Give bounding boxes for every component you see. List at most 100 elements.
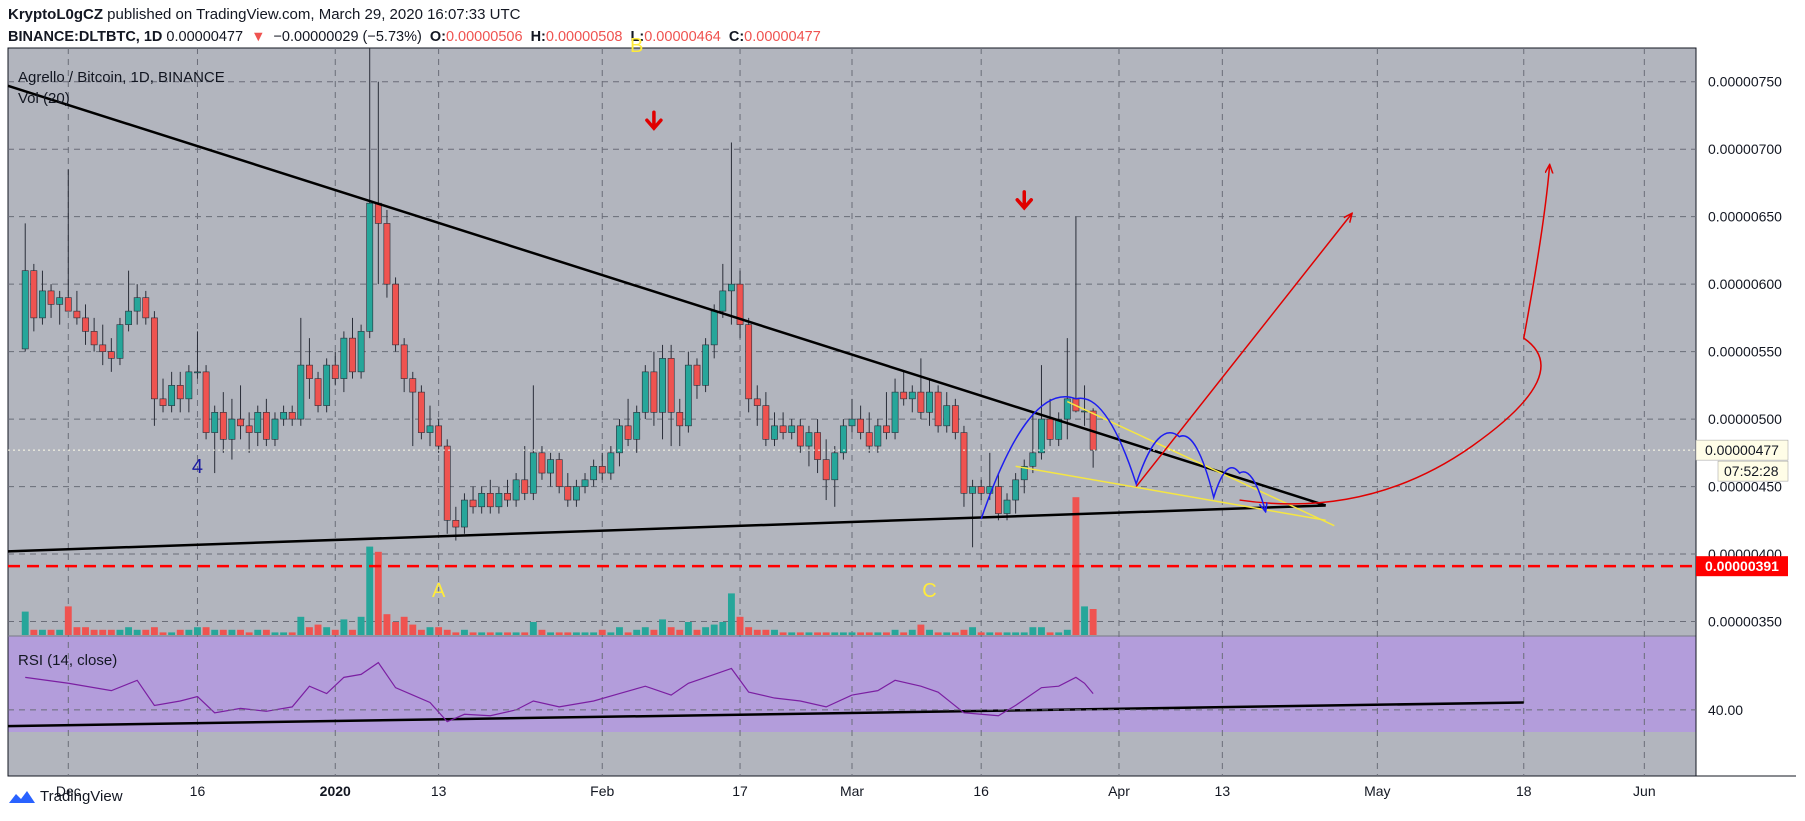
- volume-bar: [1003, 632, 1011, 635]
- candle-body: [202, 371, 210, 433]
- volume-bar: [788, 632, 796, 635]
- volume-bar: [176, 629, 184, 635]
- chart-title: Agrello / Bitcoin, 1D, BINANCE: [18, 69, 225, 86]
- candle-body: [900, 391, 908, 400]
- x-tick-label: 13: [1215, 783, 1231, 799]
- volume-bar: [857, 632, 865, 635]
- volume-bar: [659, 619, 666, 635]
- candle-body: [693, 364, 701, 386]
- volume-bar: [719, 622, 727, 635]
- y-tick-label: 0.00000600: [1708, 276, 1782, 292]
- candle-body: [486, 493, 494, 508]
- volume-bar: [926, 629, 933, 635]
- volume-bar: [986, 632, 994, 635]
- volume-bar: [771, 629, 778, 635]
- y-tick-label: 0.00000350: [1708, 614, 1782, 630]
- candle-body: [771, 425, 778, 440]
- x-tick-label: Feb: [590, 783, 614, 799]
- volume-bar: [504, 632, 511, 635]
- candle-body: [495, 493, 503, 508]
- candle-body: [521, 479, 529, 494]
- open-value: 0.00000506: [445, 29, 523, 45]
- candle-body: [883, 425, 890, 433]
- candle-body: [529, 452, 537, 494]
- candle-body: [1020, 466, 1028, 481]
- candle-body: [349, 337, 356, 373]
- candle-body: [616, 425, 623, 454]
- volume-bar: [598, 629, 606, 635]
- candle-body: [1046, 418, 1054, 440]
- volume-bar: [900, 632, 908, 635]
- volume-bar: [814, 632, 821, 635]
- volume-bar: [633, 629, 641, 635]
- candle-body: [417, 391, 425, 433]
- candle-body: [288, 412, 296, 420]
- candle-body: [228, 418, 236, 440]
- candle-body: [271, 418, 279, 440]
- y-tick-label: 0.00000450: [1708, 479, 1782, 495]
- down-triangle-icon: ▼: [251, 29, 266, 45]
- volume-bar: [1089, 609, 1097, 635]
- volume-bar: [874, 632, 882, 635]
- red-parabolic-arrow: [1239, 165, 1550, 505]
- volume-bar: [280, 632, 288, 635]
- candle-body: [237, 418, 244, 427]
- volume-bar: [392, 622, 399, 635]
- volume-bar: [702, 627, 710, 635]
- volume-bar: [288, 632, 296, 635]
- volume-bar: [228, 629, 236, 635]
- candle-body: [908, 391, 916, 400]
- volume-bar: [495, 632, 503, 635]
- volume-bar: [211, 629, 219, 635]
- volume-bar: [736, 616, 744, 635]
- volume-bar: [125, 627, 133, 635]
- candle-body: [590, 466, 598, 481]
- candle-body: [73, 310, 81, 319]
- candle-body: [39, 290, 46, 319]
- candle-body: [176, 385, 184, 400]
- candle-body: [805, 432, 813, 447]
- volume-bar: [168, 632, 176, 635]
- volume-bar: [73, 627, 81, 635]
- candle-body: [47, 290, 55, 305]
- volume-bar: [564, 632, 572, 635]
- rsi-trendline: [7, 701, 1524, 728]
- volume-bar: [762, 629, 770, 635]
- volume-bar: [357, 616, 365, 635]
- candle-body: [684, 364, 692, 427]
- candle-body: [650, 371, 658, 413]
- last-price: 0.00000477: [166, 29, 244, 45]
- x-tick-label: 18: [1516, 783, 1532, 799]
- publisher-name[interactable]: KryptoL0gCZ: [8, 6, 103, 23]
- red-down-arrow-icon: [1015, 190, 1033, 211]
- candle-body: [779, 425, 787, 433]
- volume-bar: [314, 624, 322, 635]
- volume-bar: [340, 619, 348, 635]
- candle-body: [21, 270, 29, 350]
- volume-bar: [650, 629, 658, 635]
- rsi-tick-label: 40.00: [1708, 702, 1743, 718]
- candle-body: [581, 479, 589, 487]
- x-tick-label: Mar: [840, 783, 864, 799]
- candle-body: [865, 432, 873, 447]
- volume-bar: [99, 629, 107, 635]
- tradingview-brand[interactable]: TradingView: [8, 788, 123, 805]
- volume-bar: [237, 629, 244, 635]
- candle-body: [857, 418, 865, 433]
- candle-body: [426, 425, 434, 433]
- volume-bar: [486, 632, 494, 635]
- volume-bar: [581, 632, 589, 635]
- candle-body: [357, 331, 365, 373]
- volume-bar: [349, 629, 356, 635]
- volume-bar: [943, 632, 951, 635]
- candle-body: [409, 378, 417, 393]
- candle-body: [185, 371, 193, 400]
- wave-label: A: [432, 580, 446, 602]
- volume-bar: [305, 627, 313, 635]
- candle-body: [917, 391, 925, 413]
- volume-bar: [417, 629, 425, 635]
- volume-bar: [90, 629, 98, 635]
- candle-body: [960, 432, 968, 494]
- candle-body: [719, 290, 727, 312]
